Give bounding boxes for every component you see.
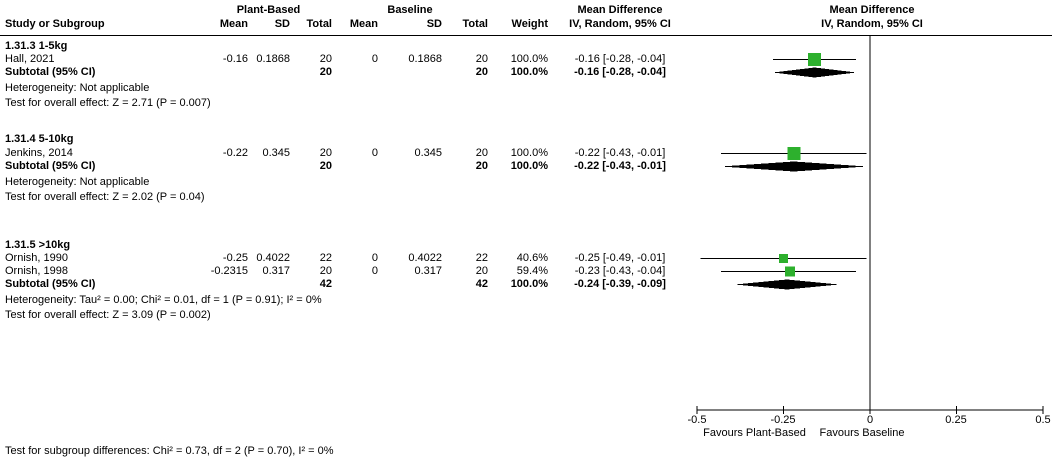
axis-tick-label: 0.25 [945,414,967,426]
mean-1: -0.25 [222,252,248,264]
study-row: Hall, 2021 -0.16 0.1868 20 0 0.1868 20 1… [0,53,692,66]
study-name: Ornish, 1998 [5,265,68,277]
subtotal-weight: 100.0% [510,160,548,172]
subtotal-diamond [721,161,867,172]
effect-square [779,254,788,263]
mean-1: -0.2315 [210,265,248,277]
study-row: Ornish, 1998 -0.2315 0.317 20 0 0.317 20… [0,265,692,278]
subtotal-ci-text: -0.22 [-0.43, -0.01] [574,160,666,172]
effect-square [784,266,795,277]
col-total-1: Total [306,18,332,30]
study-name: Hall, 2021 [5,53,55,65]
subgroup-title: 1.31.3 1-5kg [5,40,68,52]
subtotal-label: Subtotal (95% CI) [5,278,96,290]
sd-1: 0.317 [262,265,290,277]
total-2: 20 [475,147,488,159]
sd-2: 0.345 [414,147,442,159]
subgroup-title: 1.31.4 5-10kg [5,133,74,145]
overall-effect-note: Test for overall effect: Z = 3.09 (P = 0… [5,309,211,321]
subgroup-title: 1.31.5 >10kg [5,239,71,251]
heterogeneity-note: Heterogeneity: Not applicable [5,176,150,188]
column-group-mean-difference: Mean Difference [577,4,663,16]
col-ci: IV, Random, 95% CI [569,18,671,30]
study-row: Ornish, 1990 -0.25 0.4022 22 0 0.4022 22… [0,252,692,265]
mean-2: 0 [371,265,378,277]
subtotal-row: Subtotal (95% CI) 20 20 100.0% -0.22 [-0… [0,160,692,173]
plot-title: Mean Difference [829,4,915,16]
subtotal-total-2: 20 [475,160,488,172]
weight: 100.0% [510,147,548,159]
sd-1: 0.4022 [256,252,290,264]
study-name: Ornish, 1990 [5,252,68,264]
weight: 40.6% [516,252,548,264]
column-group-baseline: Baseline [387,4,433,16]
sd-1: 0.345 [262,147,290,159]
col-sd-1: SD [274,18,290,30]
subtotal-diamond [735,279,839,290]
weight: 100.0% [510,53,548,65]
plot-subtitle: IV, Random, 95% CI [821,18,923,30]
effect-square [787,147,801,160]
subtotal-label: Subtotal (95% CI) [5,160,96,172]
subtotal-weight: 100.0% [510,278,548,290]
subtotal-weight: 100.0% [510,66,548,78]
subtotal-ci-text: -0.24 [-0.39, -0.09] [574,278,666,290]
subtotal-total-2: 20 [475,66,488,78]
column-group-plant-based: Plant-Based [236,4,301,16]
subtotal-diamond [773,67,857,78]
axis-tick-label: 0.5 [1035,414,1051,426]
ci-text: -0.22 [-0.43, -0.01] [574,147,666,159]
subtotal-label: Subtotal (95% CI) [5,66,96,78]
subtotal-row: Subtotal (95% CI) 20 20 100.0% -0.16 [-0… [0,66,692,79]
total-2: 20 [475,53,488,65]
axis-tick-label: -0.5 [687,414,707,426]
total-1: 20 [319,53,332,65]
mean-2: 0 [371,147,378,159]
weight: 59.4% [516,265,548,277]
subtotal-total-1: 20 [319,160,332,172]
col-mean-1: Mean [219,18,248,30]
sd-2: 0.317 [414,265,442,277]
sd-1: 0.1868 [256,53,290,65]
mean-1: -0.16 [222,53,248,65]
sd-2: 0.1868 [408,53,442,65]
overall-effect-note: Test for overall effect: Z = 2.02 (P = 0… [5,191,205,203]
subtotal-total-1: 42 [319,278,332,290]
total-1: 20 [319,147,332,159]
ci-text: -0.25 [-0.49, -0.01] [574,252,666,264]
mean-1: -0.22 [222,147,248,159]
heterogeneity-note: Heterogeneity: Tau² = 0.00; Chi² = 0.01,… [5,294,322,306]
total-1: 20 [319,265,332,277]
axis-tick-label: -0.25 [770,414,796,426]
column-headers: Study or Subgroup Mean SD Total Mean SD … [0,18,692,31]
col-total-2: Total [462,18,488,30]
total-1: 22 [319,252,332,264]
subtotal-ci-text: -0.16 [-0.28, -0.04] [574,66,666,78]
sd-2: 0.4022 [408,252,442,264]
favours-right-label: Favours Baseline [819,427,905,439]
subtotal-row: Subtotal (95% CI) 42 42 100.0% -0.24 [-0… [0,278,692,291]
mean-2: 0 [371,252,378,264]
ci-text: -0.23 [-0.43, -0.04] [574,265,666,277]
col-study-or-subgroup: Study or Subgroup [5,18,105,30]
overall-effect-note: Test for overall effect: Z = 2.71 (P = 0… [5,97,211,109]
favours-left-label: Favours Plant-Based [703,427,806,439]
heterogeneity-note: Heterogeneity: Not applicable [5,82,150,94]
axis-tick-label: 0 [866,414,874,426]
col-sd-2: SD [426,18,442,30]
total-2: 22 [475,252,488,264]
mean-2: 0 [371,53,378,65]
header-divider [0,35,1052,36]
effect-square [808,53,822,66]
subgroup-differences-note: Test for subgroup differences: Chi² = 0.… [5,445,334,457]
total-2: 20 [475,265,488,277]
ci-text: -0.16 [-0.28, -0.04] [574,53,666,65]
study-name: Jenkins, 2014 [5,147,73,159]
study-row: Jenkins, 2014 -0.22 0.345 20 0 0.345 20 … [0,147,692,160]
col-weight: Weight [511,18,548,30]
col-mean-2: Mean [349,18,378,30]
subtotal-total-1: 20 [319,66,332,78]
subtotal-total-2: 42 [475,278,488,290]
